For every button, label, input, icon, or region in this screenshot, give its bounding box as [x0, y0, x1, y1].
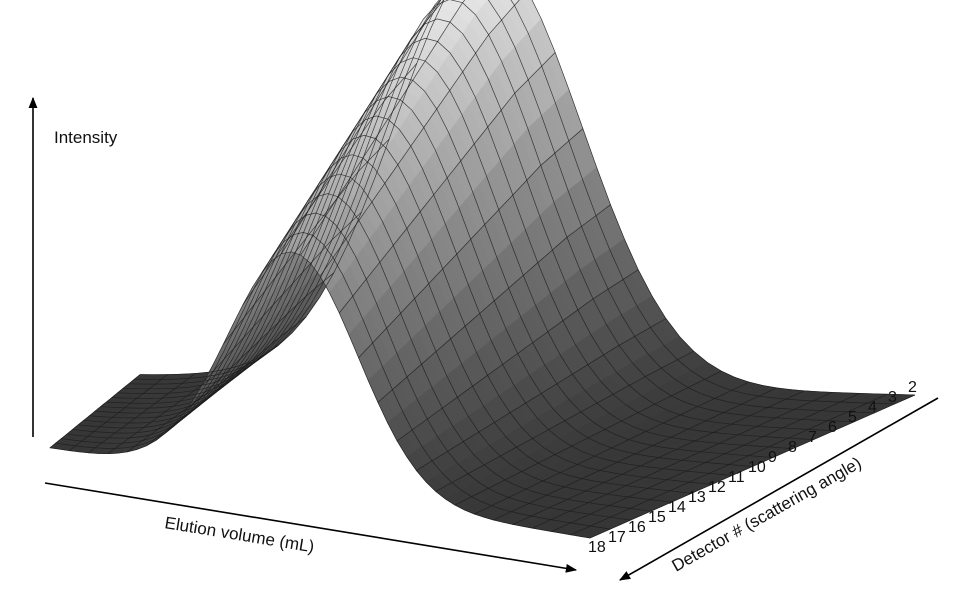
mesh-line-detector [55, 232, 611, 530]
detector-tick-label: 12 [708, 479, 726, 496]
detector-tick-label: 17 [608, 529, 626, 546]
detector-tick-label: 14 [668, 499, 686, 516]
detector-tick-label: 5 [848, 409, 857, 426]
mesh-line-detector [66, 193, 651, 512]
mesh-line-detector [111, 37, 814, 441]
intensity-axis-label: Intensity [54, 128, 118, 147]
detector-tick-label: 13 [688, 489, 706, 506]
detector-tick-label: 8 [788, 439, 797, 456]
detector-tick-label: 11 [728, 469, 745, 486]
detector-tick-label: 10 [748, 459, 766, 476]
elution-volume-axis [44, 482, 578, 573]
detector-tick-label: 16 [628, 519, 646, 536]
detector-tick-label: 6 [828, 419, 837, 436]
surface-mesh [49, 0, 916, 539]
mesh-line-detector [117, 18, 834, 432]
mesh-line-detector [106, 57, 794, 449]
detector-tick-label: 9 [768, 449, 777, 466]
detector-axis [619, 397, 939, 581]
mesh-line-detector [100, 76, 773, 458]
mesh-line-detector [78, 154, 692, 494]
mesh-line-detector [134, 0, 895, 405]
detector-tick-label: 15 [648, 509, 666, 526]
detector-tick-label: 4 [868, 399, 877, 416]
mesh-line-detector [61, 212, 631, 521]
detector-tick-label: 2 [908, 379, 917, 396]
detector-tick-label: 3 [888, 389, 897, 406]
mesh-line-detector [49, 251, 591, 539]
surface-patch [510, 0, 520, 6]
mesh-line-detector [139, 0, 916, 396]
mesh-line-detector [83, 134, 712, 485]
mesh-line-detector [128, 0, 875, 414]
mesh-line-detector [72, 173, 672, 503]
detector-tick-label: 7 [808, 429, 817, 446]
mesh-line-detector [89, 115, 733, 476]
mesh-line-detector [94, 96, 753, 467]
detector-tick-label: 18 [588, 539, 606, 556]
elution-volume-axis-label: Elution volume (mL) [163, 513, 315, 556]
mesh-line-detector [123, 0, 855, 423]
